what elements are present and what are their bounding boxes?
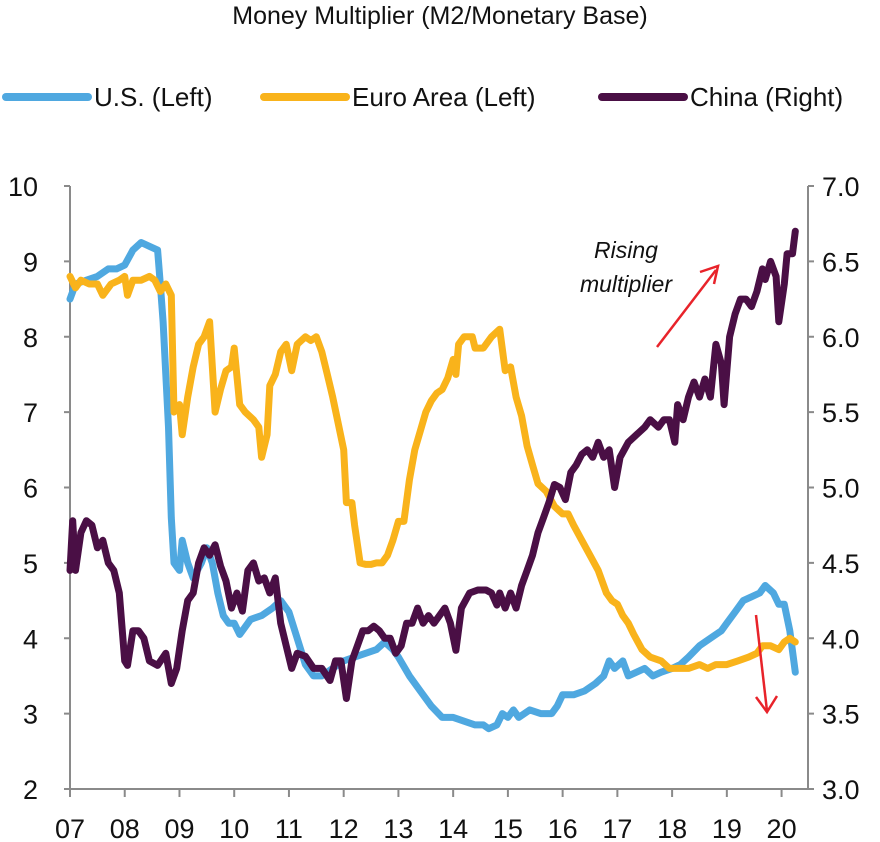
x-tick-label: 14 — [438, 814, 468, 842]
x-tick-label: 18 — [657, 814, 687, 842]
left-tick-label: 6 — [23, 474, 38, 504]
right-tick-label: 3.0 — [822, 775, 860, 805]
series-line-2 — [66, 227, 799, 702]
rising-arrow-line — [656, 269, 717, 348]
right-tick-label: 4.0 — [822, 624, 860, 654]
left-tick-label: 3 — [23, 700, 38, 730]
chart-title: Money Multiplier (M2/Monetary Base) — [232, 2, 647, 30]
x-tick-label: 17 — [602, 814, 632, 842]
right-tick-label: 5.5 — [822, 398, 860, 428]
series-line-1 — [66, 272, 799, 672]
x-tick-label: 07 — [55, 814, 85, 842]
legend-label-2: China (Right) — [690, 82, 843, 112]
left-tick-label: 4 — [23, 624, 38, 654]
left-tick-label: 5 — [23, 549, 38, 579]
right-tick-label: 7.0 — [822, 172, 860, 202]
right-tick-label: 6.5 — [822, 247, 860, 277]
chart-axes: 2 3 4 5 6 7 8 9 10 3.0 3.5 4.0 4.5 5.0 5.5 6.0 6.5 7.0 07 0… — [8, 172, 860, 842]
x-tick-label: 10 — [219, 814, 249, 842]
left-tick-label: 9 — [23, 247, 38, 277]
rising-arrow-head — [699, 264, 720, 285]
right-tick-label: 4.5 — [822, 549, 860, 579]
legend-label-0: U.S. (Left) — [94, 82, 212, 112]
x-tick-label: 08 — [110, 814, 140, 842]
right-tick-label: 5.0 — [822, 474, 860, 504]
legend-label-1: Euro Area (Left) — [352, 82, 536, 112]
left-tick-label: 2 — [23, 775, 38, 805]
falling-arrow-line — [754, 614, 769, 712]
chart-annotations: Rising multiplier — [580, 237, 779, 715]
annotation-text-line: Rising — [594, 237, 658, 263]
annotation-text-line: multiplier — [580, 271, 673, 297]
x-tick-label: 13 — [383, 814, 413, 842]
x-tick-label: 11 — [275, 814, 303, 842]
x-tick-label: 12 — [329, 814, 359, 842]
left-tick-label: 7 — [23, 398, 38, 428]
x-tick-label: 15 — [493, 814, 523, 842]
right-tick-label: 6.0 — [822, 323, 860, 353]
left-tick-label: 8 — [23, 323, 38, 353]
x-tick-label: 19 — [712, 814, 742, 842]
left-tick-label: 10 — [8, 172, 38, 202]
x-tick-label: 16 — [548, 814, 578, 842]
right-tick-label: 3.5 — [822, 700, 860, 730]
plot-area — [66, 227, 799, 733]
x-tick-label: 20 — [767, 814, 797, 842]
chart-legend: U.S. (Left) Euro Area (Left) China (Right) — [2, 82, 843, 112]
falling-arrow-head — [754, 695, 779, 715]
x-tick-label: 09 — [164, 814, 194, 842]
